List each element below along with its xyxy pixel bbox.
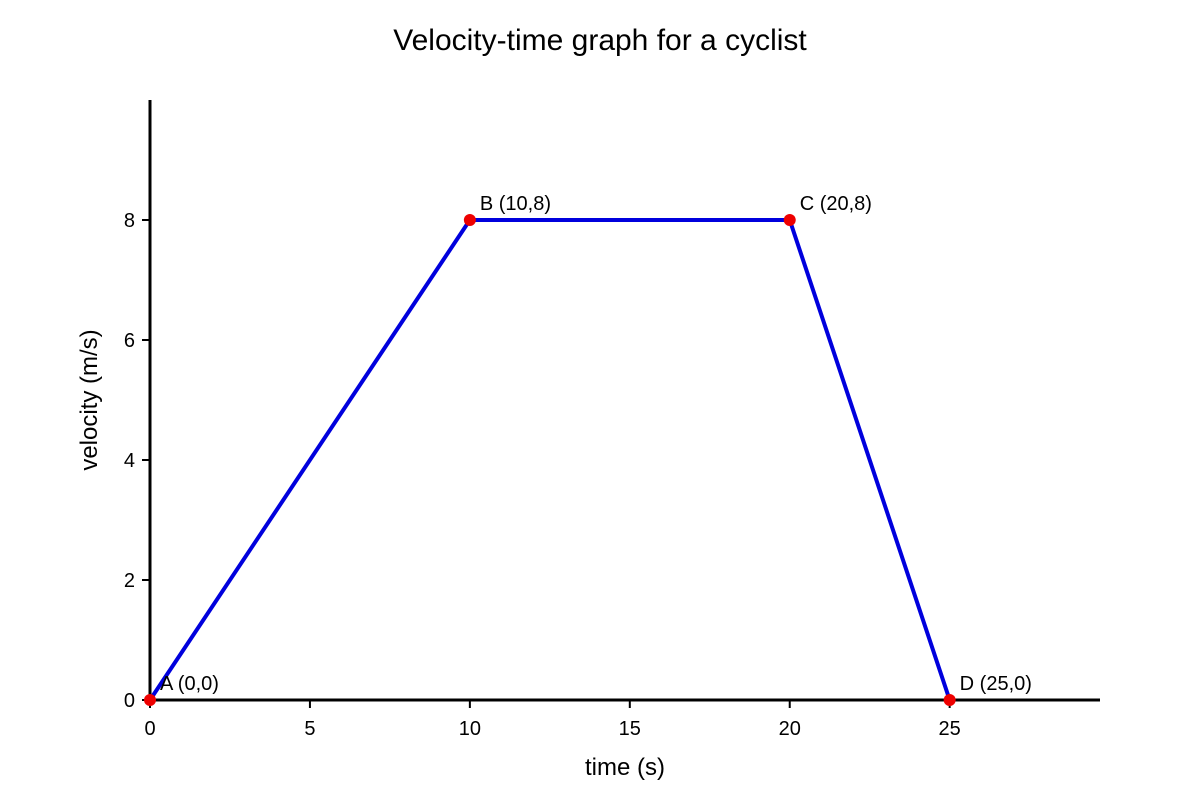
x-tick-label: 5 [304, 718, 315, 740]
y-ticks: 0 2 4 6 8 [124, 210, 150, 712]
series-group [148, 218, 952, 702]
data-point [144, 694, 156, 706]
y-tick-label: 2 [124, 570, 135, 592]
axes [148, 100, 1100, 702]
y-axis-label: velocity (m/s) [76, 329, 103, 470]
x-tick-label: 10 [459, 718, 481, 740]
data-point [943, 694, 956, 706]
y-tick-label: 4 [124, 450, 135, 472]
data-point-label: D (25,0) [960, 673, 1032, 695]
data-point-label: A (0,0) [160, 673, 219, 695]
chart-title: Velocity-time graph for a cyclist [393, 24, 807, 57]
points-group: A (0,0) B (10,8) C (20,8) D (25,0) [144, 193, 1032, 706]
y-tick-label: 6 [124, 330, 135, 352]
y-tick-label: 8 [124, 210, 135, 232]
data-point [783, 214, 796, 226]
data-point-label: B (10,8) [480, 193, 551, 215]
x-tick-label: 25 [939, 718, 961, 740]
x-tick-label: 0 [144, 718, 155, 740]
y-tick-label: 0 [124, 690, 135, 712]
x-axis-label: time (s) [585, 754, 665, 781]
x-tick-label: 20 [779, 718, 801, 740]
data-point [463, 214, 476, 226]
series-line [148, 218, 952, 702]
data-point-label: C (20,8) [800, 193, 872, 215]
x-ticks: 0 5 10 15 20 25 [144, 700, 961, 740]
x-tick-label: 15 [619, 718, 641, 740]
